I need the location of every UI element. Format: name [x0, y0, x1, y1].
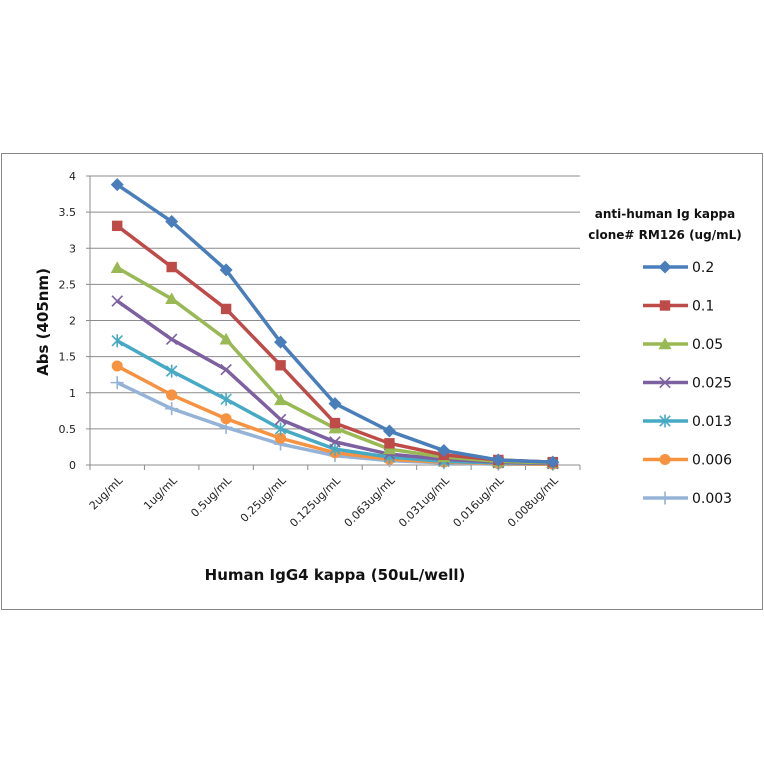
data-point	[219, 332, 233, 345]
data-point	[328, 397, 342, 411]
data-point	[110, 376, 124, 390]
data-point	[166, 261, 177, 273]
legend-label: 0.2	[692, 260, 714, 276]
data-point	[165, 292, 179, 305]
legend-title-line2: clone# RM126 (ug/mL)	[588, 228, 741, 242]
data-point	[658, 491, 672, 505]
data-point	[275, 360, 286, 371]
data-point	[274, 422, 287, 436]
data-point	[384, 438, 395, 449]
series-0.2	[110, 178, 560, 469]
data-point	[491, 453, 505, 467]
y-tick-label: 0	[69, 459, 76, 472]
data-point	[274, 335, 288, 349]
data-point	[658, 260, 672, 274]
y-tick-label: 1	[69, 387, 76, 400]
legend-title-line1: anti-human Ig kappa	[595, 207, 735, 221]
y-axis-title: Abs (405nm)	[34, 268, 52, 376]
y-tick-label: 4	[69, 170, 76, 183]
data-point	[165, 402, 179, 416]
data-point	[220, 363, 232, 376]
data-point	[220, 413, 232, 425]
y-tick-label: 2.5	[59, 278, 77, 291]
chart-border	[1, 153, 763, 610]
data-point	[329, 417, 341, 429]
data-point	[111, 295, 123, 307]
legend-item: 0.013	[643, 414, 732, 430]
data-point	[110, 261, 124, 273]
legend-item: 0.1	[643, 299, 714, 315]
legend-item: 0.05	[643, 337, 723, 353]
data-point	[112, 220, 123, 232]
data-point	[274, 393, 288, 406]
legend-label: 0.006	[692, 453, 732, 469]
data-point	[165, 364, 178, 378]
data-point	[546, 455, 560, 469]
legend-label: 0.05	[692, 337, 723, 353]
data-point	[166, 389, 178, 401]
data-point	[219, 263, 233, 277]
y-tick-label: 1.5	[59, 351, 77, 364]
data-point	[437, 444, 451, 458]
legend: anti-human Ig kappa clone# RM126 (ug/mL)…	[588, 207, 741, 507]
data-point	[382, 424, 396, 438]
legend-label: 0.1	[692, 299, 714, 315]
data-point	[274, 413, 287, 426]
y-axis-ticks: 0 0.5 1 1.5 2 2.5 3 3.5 4	[59, 170, 90, 472]
data-point	[220, 392, 232, 406]
data-point	[110, 178, 124, 192]
data-point	[659, 376, 671, 389]
data-point	[329, 436, 341, 448]
legend-label: 0.003	[692, 491, 732, 507]
data-point	[658, 337, 672, 350]
data-point	[275, 432, 287, 444]
data-point	[165, 333, 178, 346]
y-tick-label: 2	[69, 315, 76, 328]
data-point	[111, 360, 123, 372]
data-point	[220, 303, 232, 315]
data-point	[659, 453, 671, 466]
data-point	[165, 215, 179, 229]
y-tick-label: 3	[69, 242, 76, 255]
legend-item: 0.025	[643, 376, 732, 392]
series-group	[110, 178, 560, 471]
legend-item: 0.003	[643, 491, 732, 507]
x-axis-title: Human IgG4 kappa (50uL/well)	[205, 566, 466, 584]
legend-item: 0.2	[643, 260, 714, 276]
legend-item: 0.006	[643, 453, 732, 469]
y-tick-label: 0.5	[59, 423, 77, 436]
data-point	[111, 334, 123, 348]
legend-label: 0.013	[692, 414, 732, 430]
y-tick-label: 3.5	[59, 206, 77, 219]
data-point	[659, 414, 671, 428]
data-point	[659, 300, 671, 311]
legend-label: 0.025	[692, 376, 732, 392]
